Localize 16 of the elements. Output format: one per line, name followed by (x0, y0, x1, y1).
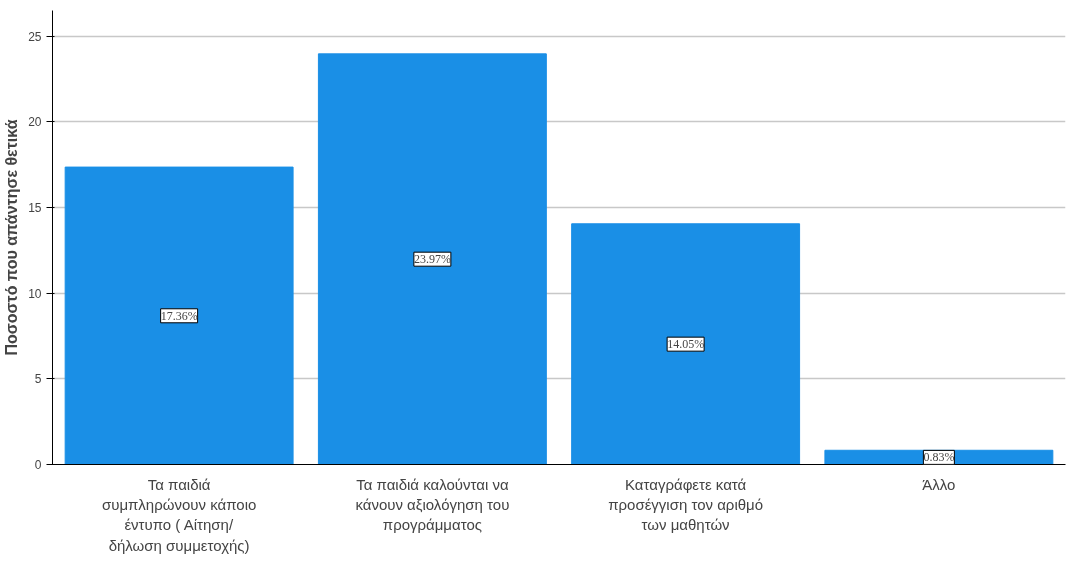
y-tick-label: 15 (28, 201, 42, 216)
data-label: 0.83% (923, 450, 955, 465)
data-label: 14.05% (667, 337, 705, 352)
y-tick-label: 10 (28, 286, 42, 301)
y-tick-label: 0 (34, 458, 42, 472)
x-tick-label: Τα παιδιά καλούνται να κάνουν αξιολόγηση του προγράμματος (355, 475, 510, 534)
bar (317, 53, 547, 465)
y-tick-label: 20 (28, 115, 42, 130)
x-tick-label: Τα παιδιά συμπληρώνουν κάποιο έντυπο ( Αίτηση/ δήλωση συμμετοχής) (101, 475, 257, 554)
y-tick-label: 5 (34, 372, 42, 387)
x-tick-label: Άλλο (922, 475, 956, 493)
x-tick-label: Καταγράφετε κατά προσέγγιση τον αριθμό των μαθητών (608, 475, 764, 534)
y-axis-title: Ποσοστό που απάντησε θετικά (3, 119, 21, 356)
bar (64, 166, 294, 465)
bar (571, 223, 801, 465)
y-tick-label: 25 (28, 29, 42, 44)
